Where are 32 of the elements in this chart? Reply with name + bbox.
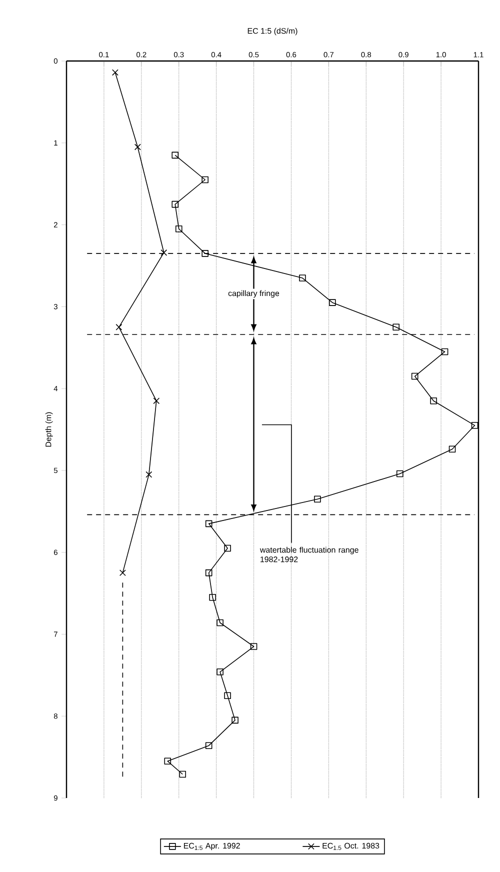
point xyxy=(232,716,238,724)
point xyxy=(392,324,400,331)
point xyxy=(112,69,118,76)
point xyxy=(175,225,182,232)
point xyxy=(216,668,224,676)
point xyxy=(134,144,141,150)
point xyxy=(411,372,418,380)
point xyxy=(116,324,122,330)
point xyxy=(448,446,456,453)
point xyxy=(216,619,224,626)
point xyxy=(146,471,152,478)
point xyxy=(329,299,336,306)
point xyxy=(209,594,216,601)
point xyxy=(172,152,179,159)
point xyxy=(205,520,212,528)
point xyxy=(205,569,212,576)
point xyxy=(164,758,172,765)
point xyxy=(119,570,126,576)
point xyxy=(202,250,208,257)
point xyxy=(471,422,478,429)
point xyxy=(250,643,258,650)
point xyxy=(299,274,306,282)
point xyxy=(172,200,179,208)
point xyxy=(202,176,208,184)
point xyxy=(441,348,448,356)
point xyxy=(205,742,212,749)
point xyxy=(430,397,437,404)
point xyxy=(179,770,186,778)
point xyxy=(224,544,231,552)
point xyxy=(314,496,321,503)
point xyxy=(396,470,404,478)
point xyxy=(224,692,231,700)
